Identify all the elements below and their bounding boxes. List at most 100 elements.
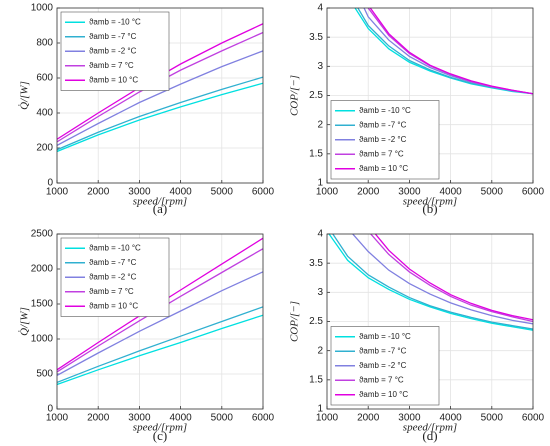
series-line <box>374 234 533 321</box>
x-tick-label: 3000 <box>398 187 421 198</box>
x-tick-label: 2000 <box>87 187 110 198</box>
y-tick-label: 3.5 <box>309 258 323 269</box>
x-tick-label: 3000 <box>128 413 151 424</box>
panel-caption: (b) <box>422 201 437 216</box>
y-tick-label: 1.5 <box>309 148 323 159</box>
y-tick-label: 500 <box>36 369 53 380</box>
x-tick-label: 2000 <box>87 413 110 424</box>
legend-label: ϑamb = -2 °C <box>89 46 137 55</box>
legend-label: ϑamb = 7 °C <box>359 375 404 384</box>
y-tick-label: 2000 <box>31 264 54 275</box>
legend: ϑamb = -10 °C ϑamb = -7 °C ϑamb = -2 °C ϑam… <box>60 237 170 317</box>
plot-frame <box>56 233 264 410</box>
legend-label: ϑamb = -7 °C <box>359 346 407 355</box>
x-tick-label: 3000 <box>128 187 151 198</box>
chart-panel: 0 500 1000 1500 2000 2500 1000 2000 3000 4000 5000… <box>19 229 275 443</box>
y-tick-label: 2 <box>317 345 323 356</box>
legend: ϑamb = -10 °C ϑamb = -7 °C ϑamb = -2 °C ϑam… <box>330 326 440 406</box>
y-tick-label: 3 <box>317 287 323 298</box>
y-tick-label: 1000 <box>31 334 54 345</box>
legend-label: ϑamb = -7 °C <box>359 120 407 129</box>
y-tick-label: 2 <box>317 119 323 130</box>
x-tick-label: 5000 <box>211 187 234 198</box>
legend-label: ϑamb = -2 °C <box>359 135 407 144</box>
plot-frame <box>56 7 264 184</box>
series-line <box>57 82 263 153</box>
y-tick-label: 1.5 <box>309 374 323 385</box>
x-tick-label: 6000 <box>252 413 275 424</box>
legend-label: ϑamb = -10 °C <box>89 17 141 26</box>
x-axis-label: speed/[rpm] <box>133 196 187 208</box>
x-tick-label: 1000 <box>46 187 69 198</box>
x-tick-label: 6000 <box>522 187 545 198</box>
y-tick-label: 0 <box>47 178 53 189</box>
x-tick-label: 1000 <box>46 413 69 424</box>
series-line <box>57 306 263 384</box>
x-axis-label: speed/[rpm] <box>403 422 457 434</box>
y-tick-label: 1 <box>317 178 323 189</box>
x-axis-label: speed/[rpm] <box>403 196 457 208</box>
x-tick-label: 1000 <box>316 187 339 198</box>
y-tick-label: 2500 <box>31 229 54 240</box>
legend-label: ϑamb = -10 °C <box>89 243 141 252</box>
legend-label: ϑamb = -2 °C <box>359 361 407 370</box>
x-tick-label: 6000 <box>252 187 275 198</box>
x-tick-label: 5000 <box>481 187 504 198</box>
chart-panel: 0 200 400 600 800 1000 1000 2000 3000 4000 5000 600… <box>19 3 275 216</box>
series-line <box>369 234 533 323</box>
legend-label: ϑamb = 10 °C <box>89 301 138 310</box>
series-line <box>332 234 533 330</box>
y-tick-label: 4 <box>317 229 323 240</box>
panel-caption: (a) <box>153 201 167 216</box>
y-tick-label: 2.5 <box>309 316 323 327</box>
y-axis-label: COP/[−] <box>289 301 301 342</box>
y-axis-label: Q̇/[W] <box>19 81 31 110</box>
x-tick-label: 4000 <box>439 413 462 424</box>
y-tick-label: 400 <box>36 108 53 119</box>
y-tick-label: 2.5 <box>309 90 323 101</box>
legend: ϑamb = -10 °C ϑamb = -7 °C ϑamb = -2 °C ϑam… <box>330 100 440 180</box>
series-line <box>57 50 263 146</box>
x-tick-label: 3000 <box>398 413 421 424</box>
x-tick-label: 4000 <box>169 187 192 198</box>
x-axis-label: speed/[rpm] <box>133 422 187 434</box>
legend-label: ϑamb = 10 °C <box>359 164 408 173</box>
x-tick-label: 5000 <box>211 413 234 424</box>
series-line <box>328 234 533 331</box>
panel-caption: (c) <box>153 428 167 443</box>
y-tick-label: 1500 <box>31 299 54 310</box>
y-tick-label: 1 <box>317 404 323 415</box>
legend-label: ϑamb = 7 °C <box>89 61 134 70</box>
y-axis-label: COP/[−] <box>289 75 301 116</box>
legend-label: ϑamb = -2 °C <box>89 272 137 281</box>
y-axis-label: Q̇/[W] <box>19 307 31 336</box>
x-tick-label: 4000 <box>439 187 462 198</box>
legend-label: ϑamb = 10 °C <box>89 75 138 84</box>
chart-panel: 1 1.5 2 2.5 3 3.5 4 1000 2000 3000 4000 5000 6000 spe… <box>289 3 545 216</box>
lines <box>328 234 533 331</box>
y-tick-label: 4 <box>317 3 323 14</box>
y-tick-label: 3 <box>317 61 323 72</box>
lines <box>354 8 533 95</box>
legend: ϑamb = -10 °C ϑamb = -7 °C ϑamb = -2 °C ϑam… <box>60 11 170 91</box>
series-line <box>369 8 533 95</box>
x-tick-label: 2000 <box>357 413 380 424</box>
x-tick-label: 2000 <box>357 187 380 198</box>
series-line <box>57 76 263 151</box>
y-tick-label: 800 <box>36 38 53 49</box>
plot-frame <box>326 7 534 184</box>
legend-label: ϑamb = -7 °C <box>89 32 137 41</box>
x-tick-label: 4000 <box>169 413 192 424</box>
legend-label: ϑamb = 7 °C <box>89 287 134 296</box>
y-tick-label: 1000 <box>31 3 54 14</box>
chart-panel: 1 1.5 2 2.5 3 3.5 4 1000 2000 3000 4000 5000 6000 spe… <box>289 229 545 443</box>
x-tick-label: 6000 <box>522 413 545 424</box>
legend-label: ϑamb = 10 °C <box>359 390 408 399</box>
y-tick-label: 0 <box>47 404 53 415</box>
series-line <box>351 234 533 325</box>
panel-caption: (d) <box>422 428 437 443</box>
y-tick-label: 200 <box>36 143 53 154</box>
x-tick-label: 5000 <box>481 413 504 424</box>
legend-label: ϑamb = 7 °C <box>359 149 404 158</box>
